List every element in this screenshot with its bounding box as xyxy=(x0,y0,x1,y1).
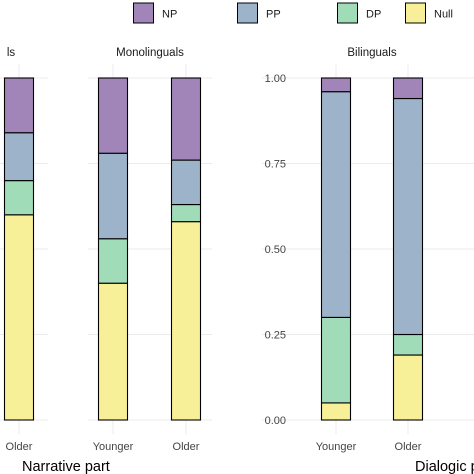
y-tick-label: 0.75 xyxy=(265,159,286,171)
caption-right: Dialogic p xyxy=(415,459,474,474)
x-tick-label: Younger xyxy=(93,441,134,453)
bar-segment-np xyxy=(97,77,129,154)
bar-segment-null xyxy=(320,402,352,421)
bar-segment-dp xyxy=(3,180,35,216)
legend-label-null: Null xyxy=(434,9,453,21)
y-tick-label: 1.00 xyxy=(265,73,286,85)
legend-key-dp xyxy=(337,2,358,24)
panel-title-0: ls xyxy=(7,47,16,59)
bar-segment-np xyxy=(170,77,202,161)
bar-segment-dp xyxy=(320,316,352,404)
panel-titles: ls Monolinguals Bilinguals xyxy=(7,47,397,59)
legend: NP PP DP Null xyxy=(133,2,453,24)
bar-segment-dp xyxy=(170,203,202,223)
bar-segment-pp xyxy=(320,91,352,318)
y-tick-label: 0.25 xyxy=(265,330,286,342)
bar-segment-null xyxy=(3,214,35,421)
x-tick-label: Older xyxy=(395,441,422,453)
x-axis: Older Younger Older Younger Older xyxy=(6,441,422,453)
bars xyxy=(3,77,424,421)
bar-segment-np xyxy=(3,77,35,134)
y-tick-label: 0.00 xyxy=(265,415,286,427)
bar-segment-pp xyxy=(97,152,129,240)
panel-title-1: Monolinguals xyxy=(116,47,184,59)
bar-segment-dp xyxy=(392,333,424,356)
bar-segment-pp xyxy=(170,159,202,206)
caption-left: Narrative part xyxy=(22,459,110,474)
bar-segment-null xyxy=(170,221,202,421)
x-tick-label: Older xyxy=(6,441,33,453)
bar-segment-np xyxy=(392,77,424,100)
legend-label-pp: PP xyxy=(266,9,281,21)
legend-label-np: NP xyxy=(162,9,177,21)
y-axis: 0.00 0.25 0.50 0.75 1.00 xyxy=(265,73,286,427)
bar-segment-pp xyxy=(392,97,424,336)
legend-key-pp xyxy=(237,2,258,24)
x-tick-label: Younger xyxy=(316,441,357,453)
bar-segment-np xyxy=(320,77,352,93)
x-tick-label: Older xyxy=(173,441,200,453)
bar-segment-null xyxy=(392,354,424,421)
legend-key-np xyxy=(133,2,154,24)
bar-segment-pp xyxy=(3,132,35,182)
bar-segment-null xyxy=(97,282,129,421)
y-tick-label: 0.50 xyxy=(265,244,286,256)
legend-label-dp: DP xyxy=(366,9,381,21)
bar-segment-dp xyxy=(97,238,129,284)
panel-title-2: Bilinguals xyxy=(347,47,396,59)
legend-key-null xyxy=(405,2,426,24)
